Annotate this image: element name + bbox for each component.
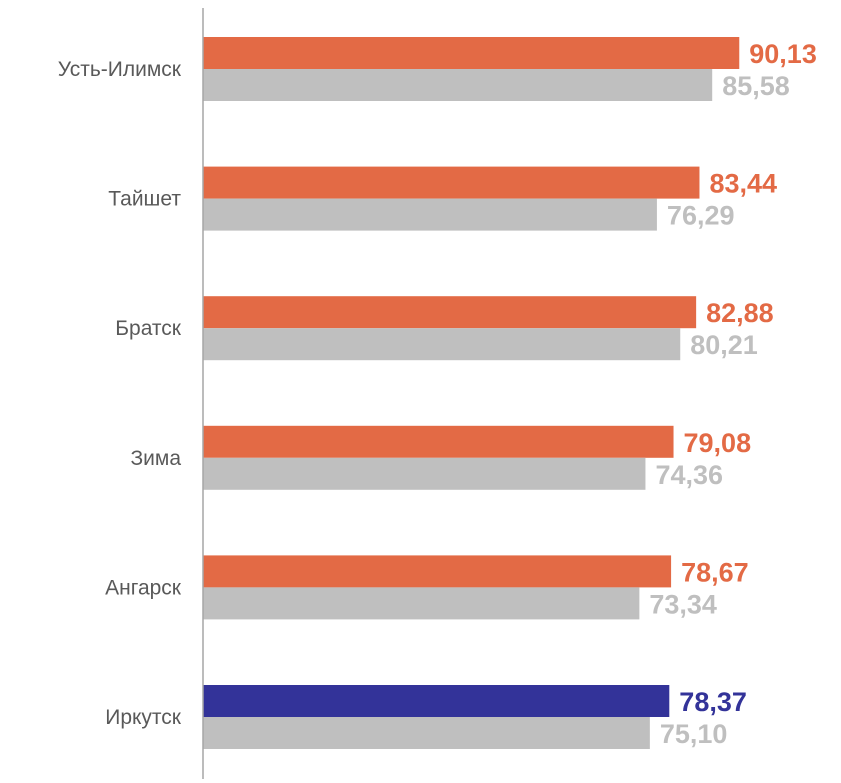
value-label-series-2: 74,36 [655, 460, 723, 490]
value-label-series-1: 79,08 [684, 428, 752, 458]
bar-series-1-cat-5 [203, 685, 670, 717]
value-label-series-2: 73,34 [649, 589, 717, 619]
value-label-series-1: 82,88 [706, 298, 774, 328]
bar-series-2-cat-4 [203, 587, 640, 620]
value-label-series-2: 75,10 [660, 719, 728, 749]
bar-series-1-cat-3 [203, 425, 674, 458]
category-label: Зима [130, 447, 181, 470]
value-label-series-1: 90,13 [749, 39, 817, 69]
bar-series-1-cat-2 [203, 296, 697, 329]
category-label: Иркутск [105, 706, 182, 729]
value-label-series-1: 83,44 [709, 169, 777, 199]
value-label-series-1: 78,67 [681, 557, 749, 587]
value-label-series-2: 76,29 [667, 201, 735, 231]
category-labels: Усть-Илимск Тайшет Братск Зима Ангарск Иркутс… [58, 58, 182, 729]
category-label: Ангарск [105, 576, 182, 599]
value-label-series-1: 78,37 [679, 687, 747, 717]
bar-series-2-cat-0 [203, 69, 713, 101]
value-label-series-2: 85,58 [722, 71, 790, 101]
bar-series-2-cat-2 [203, 328, 681, 361]
category-label: Братск [115, 317, 182, 340]
bar-series-2-cat-3 [203, 457, 646, 490]
category-label: Усть-Илимск [58, 58, 182, 81]
bar-series-1-cat-0 [203, 37, 740, 69]
bar-series-2-cat-1 [203, 198, 657, 231]
category-label: Тайшет [108, 188, 181, 211]
value-label-series-2: 80,21 [690, 330, 758, 360]
bar-series-1-cat-1 [203, 166, 700, 199]
bar-series-1-cat-4 [203, 555, 672, 588]
bar-series-2-cat-5 [203, 717, 650, 749]
bars-layer [203, 37, 740, 749]
